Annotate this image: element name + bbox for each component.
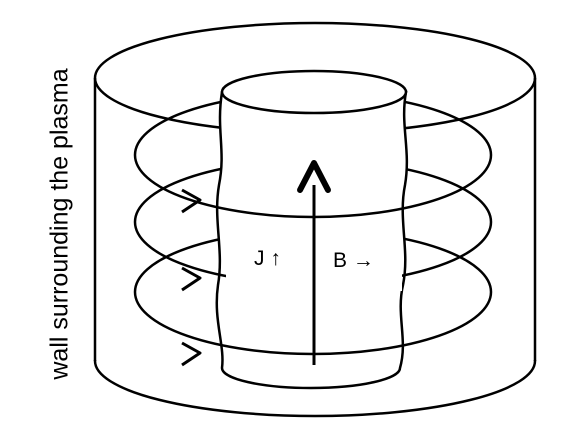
plasma-column	[215, 69, 409, 390]
ring-arrow-3	[181, 341, 202, 367]
magnetic-field-label: B →	[333, 249, 374, 272]
current-density-label: J ↑	[254, 247, 281, 270]
current-arrow	[297, 160, 331, 365]
current-arrow-head	[297, 160, 331, 193]
plasma-column-top	[220, 69, 408, 115]
wall-label: wall surrounding the plasma	[45, 68, 74, 380]
ring-arrow-2	[181, 266, 202, 292]
ring-arrow-1	[181, 188, 202, 214]
ring-direction-arrows	[181, 188, 202, 367]
